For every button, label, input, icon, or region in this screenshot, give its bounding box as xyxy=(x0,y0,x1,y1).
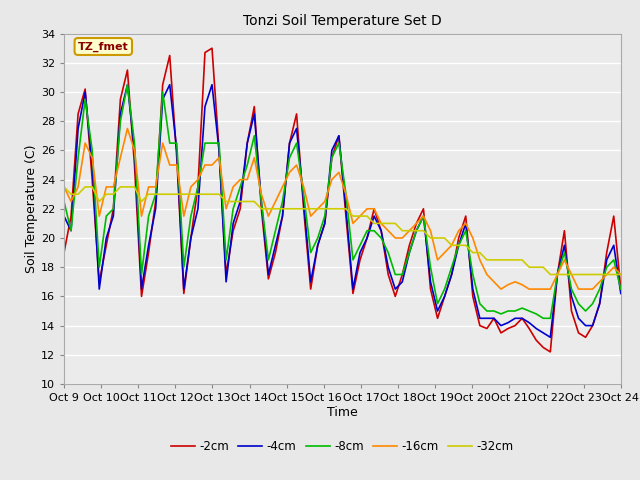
Title: Tonzi Soil Temperature Set D: Tonzi Soil Temperature Set D xyxy=(243,14,442,28)
-2cm xyxy=(617,286,625,292)
-4cm xyxy=(314,242,321,248)
-2cm xyxy=(399,272,406,277)
-4cm xyxy=(448,272,456,277)
-16cm xyxy=(399,235,406,241)
-16cm xyxy=(568,272,575,277)
-16cm xyxy=(406,228,413,234)
Y-axis label: Soil Temperature (C): Soil Temperature (C) xyxy=(25,144,38,273)
-16cm xyxy=(427,228,435,234)
-32cm xyxy=(399,228,406,234)
-4cm xyxy=(547,335,554,340)
-32cm xyxy=(561,272,568,277)
-8cm xyxy=(427,264,435,270)
Line: -8cm: -8cm xyxy=(64,84,621,318)
-2cm xyxy=(60,250,68,255)
Line: -32cm: -32cm xyxy=(64,187,621,275)
-32cm xyxy=(60,184,68,190)
-2cm xyxy=(427,286,435,292)
Legend: -2cm, -4cm, -8cm, -16cm, -32cm: -2cm, -4cm, -8cm, -16cm, -32cm xyxy=(166,435,518,458)
-8cm xyxy=(314,235,321,241)
-8cm xyxy=(399,272,406,277)
-8cm xyxy=(568,286,575,292)
-4cm xyxy=(124,82,131,87)
-2cm xyxy=(547,349,554,355)
-4cm xyxy=(568,293,575,300)
-32cm xyxy=(617,272,625,277)
-8cm xyxy=(540,315,547,321)
-8cm xyxy=(448,264,456,270)
-8cm xyxy=(406,250,413,255)
-8cm xyxy=(617,286,625,292)
-16cm xyxy=(60,184,68,190)
-4cm xyxy=(60,213,68,219)
Line: -2cm: -2cm xyxy=(64,48,621,352)
-4cm xyxy=(399,279,406,285)
-2cm xyxy=(406,242,413,248)
Line: -16cm: -16cm xyxy=(64,129,621,289)
-32cm xyxy=(441,235,449,241)
-2cm xyxy=(568,308,575,314)
-32cm xyxy=(420,228,428,234)
-32cm xyxy=(307,206,314,212)
-8cm xyxy=(60,199,68,204)
-16cm xyxy=(314,206,321,212)
-16cm xyxy=(617,272,625,277)
-2cm xyxy=(448,272,456,277)
-16cm xyxy=(124,126,131,132)
-2cm xyxy=(208,45,216,51)
-8cm xyxy=(124,82,131,87)
-32cm xyxy=(547,272,554,277)
-16cm xyxy=(448,242,456,248)
-16cm xyxy=(497,286,505,292)
Text: TZ_fmet: TZ_fmet xyxy=(78,41,129,52)
-4cm xyxy=(406,250,413,255)
-2cm xyxy=(314,242,321,248)
-4cm xyxy=(617,290,625,296)
-32cm xyxy=(392,220,399,226)
Line: -4cm: -4cm xyxy=(64,84,621,337)
-4cm xyxy=(427,279,435,285)
X-axis label: Time: Time xyxy=(327,406,358,419)
